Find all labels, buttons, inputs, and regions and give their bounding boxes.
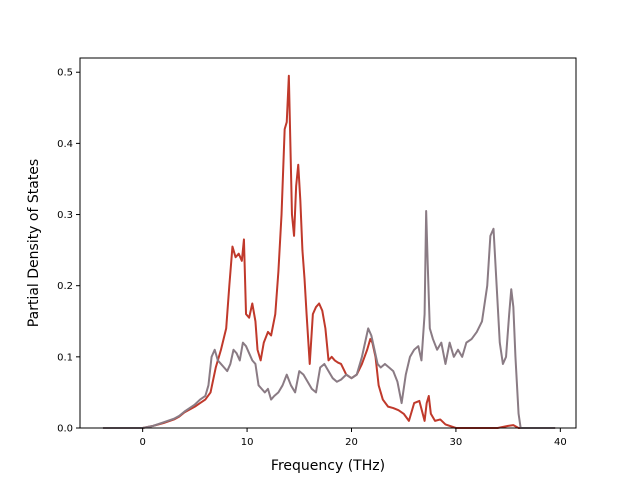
y-tick-label: 0.1	[57, 352, 73, 363]
series-line-1	[102, 74, 556, 429]
plot-background	[80, 58, 576, 428]
x-tick-label: 10	[241, 437, 254, 448]
plot-frame	[79, 57, 577, 429]
y-tick-label: 0.4	[57, 139, 73, 150]
series-line-2	[102, 209, 556, 429]
y-tick-label: 0.0	[57, 424, 73, 435]
series-layer	[102, 74, 556, 429]
y-tick-label: 0.3	[57, 210, 73, 221]
y-axis: 0.0 0.1 0.2 0.3 0.4 0.5	[57, 68, 80, 435]
x-axis-title: Frequency (THz)	[271, 458, 385, 474]
x-tick-label: 0	[139, 437, 145, 448]
y-tick-label: 0.2	[57, 281, 73, 292]
x-tick-label: 40	[554, 437, 567, 448]
y-axis-title: Partial Density of States	[26, 159, 42, 327]
x-tick-label: 30	[450, 437, 463, 448]
x-axis: 0 10 20 30 40	[139, 428, 567, 448]
x-tick-label: 20	[345, 437, 358, 448]
y-tick-label: 0.5	[57, 68, 73, 79]
